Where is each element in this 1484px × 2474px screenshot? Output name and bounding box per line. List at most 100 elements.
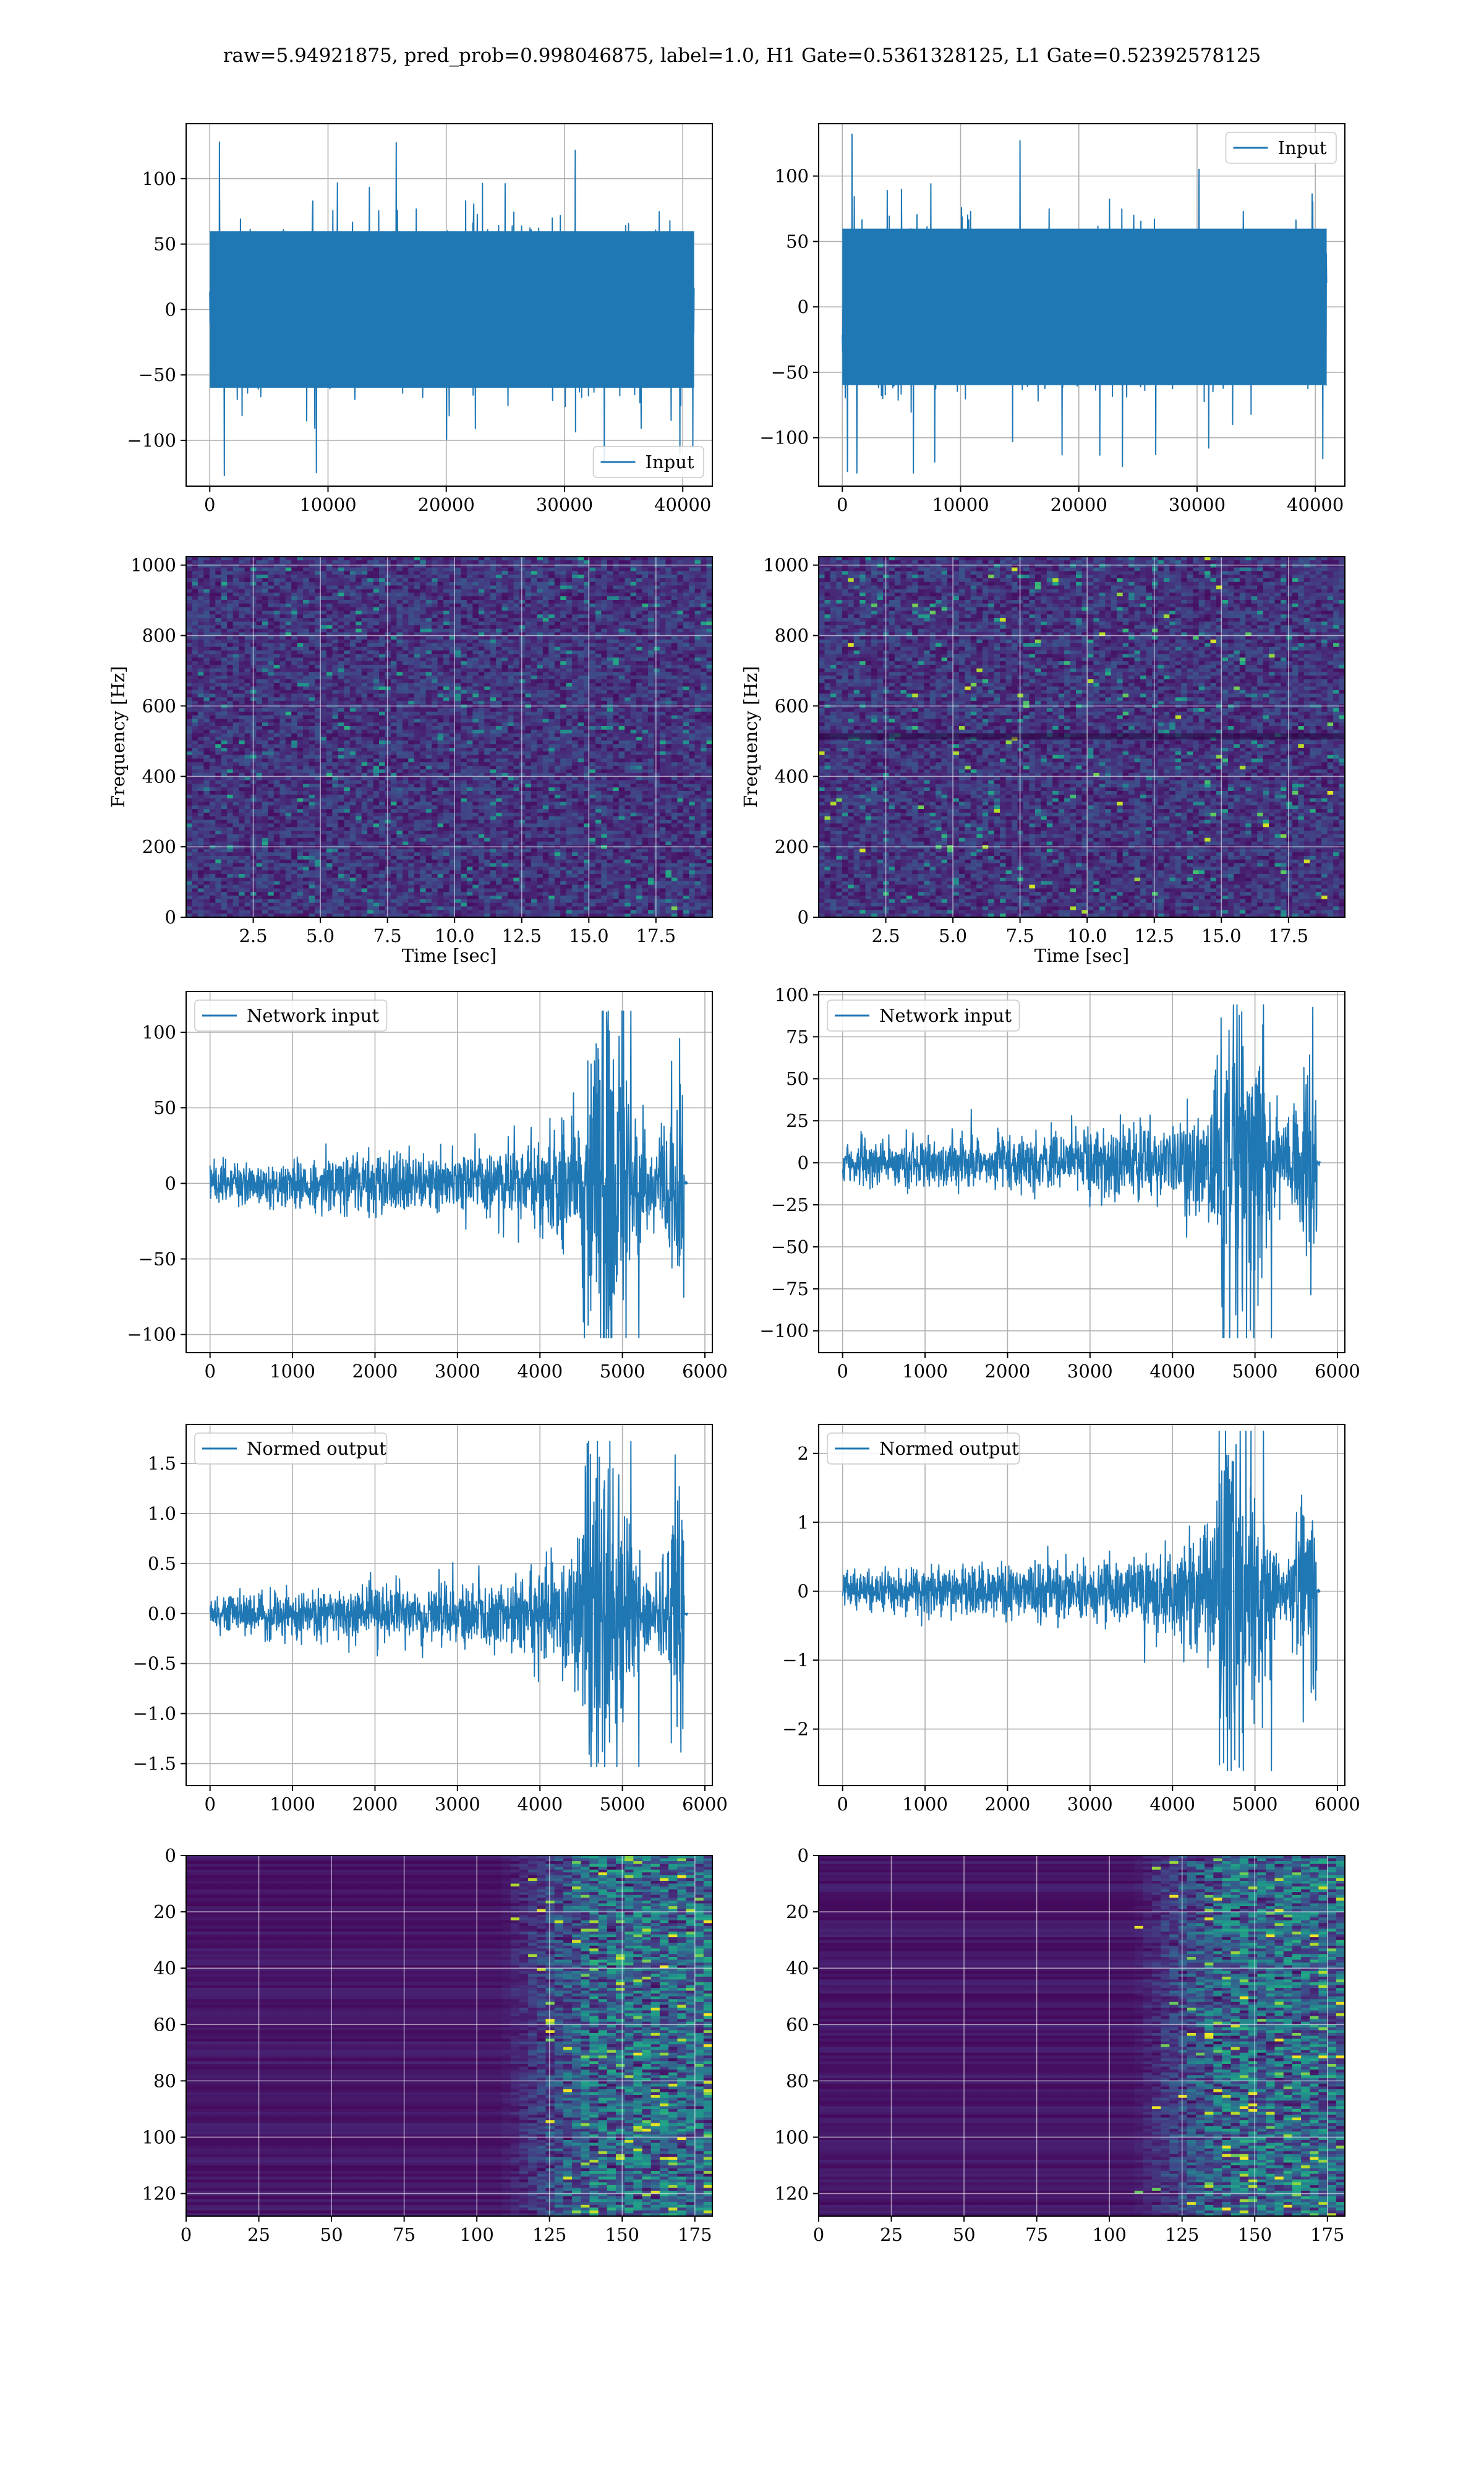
spectrogram-cell [244,581,251,586]
spectrogram-cell [239,726,245,730]
spectrogram-cell [466,567,473,571]
spectrogram-cell [618,722,625,727]
spectrogram-cell [373,683,380,687]
spectrogram-cell [291,675,298,680]
spectrogram-cell [256,679,263,683]
spectrogram-cell [613,610,620,615]
spectrogram-cell [227,748,234,752]
spectrogram-cell [642,650,649,654]
spectrogram-cell [519,575,526,579]
spectrogram-cell [268,618,275,622]
spectrogram-cell [636,578,643,583]
spectrogram-cell [262,693,268,698]
spectrogram-cell [297,567,304,571]
spectrogram-cell [501,575,508,579]
spectrogram-cell [390,621,397,626]
spectrogram-cell [303,632,310,636]
spectrogram-cell [244,571,251,575]
spectrogram-cell [490,557,497,561]
spectrogram-cell [601,596,608,601]
spectrogram-cell [607,646,613,651]
spectrogram-cell [554,567,561,571]
spectrogram-cell [203,636,210,640]
spectrogram-cell [706,726,713,730]
spectrogram-cell [677,715,684,719]
spectrogram-cell [548,690,555,695]
spectrogram-cell [244,589,251,593]
spectrogram-cell [618,600,625,604]
spectrogram-cell [244,567,251,571]
spectrogram-cell [689,636,696,640]
spectrogram-cell [701,729,707,734]
spectrogram-cell [677,664,684,669]
spectrogram-cell [689,711,696,716]
spectrogram-cell [595,610,602,615]
spectrogram-cell [694,646,701,651]
spectrogram-cell [315,646,322,651]
spectrogram-cell [525,643,532,648]
spectrogram-cell [589,715,596,719]
spectrogram-cell [554,585,561,589]
spectrogram-cell [232,744,239,748]
spectrogram-cell [589,600,596,604]
spectrogram-cell [671,722,678,727]
spectrogram-cell [560,693,567,698]
spectrogram-cell [268,668,275,673]
spectrogram-cell [326,643,333,648]
spectrogram-cell [385,719,391,723]
spectrogram-cell [531,675,537,680]
spectrogram-cell [659,686,666,691]
spectrogram-cell [548,575,555,579]
spectrogram-cell [309,726,315,730]
spectrogram-cell [221,636,228,640]
spectrogram-cell [531,628,537,633]
spectrogram-cell [525,578,532,583]
spectrogram-cell [572,654,579,658]
spectrogram-cell [595,740,602,745]
spectrogram-cell [689,632,696,636]
spectrogram-cell [490,571,497,575]
spectrogram-cell [349,715,356,719]
spectrogram-cell [285,600,292,604]
spectrogram-cell [279,733,286,738]
spectrogram-cell [227,578,234,583]
spectrogram-cell [607,686,613,691]
spectrogram-cell [525,560,532,565]
spectrogram-cell [584,719,591,723]
spectrogram-cell [443,697,450,701]
spectrogram-cell [613,733,620,738]
spectrogram-cell [554,708,561,713]
spectrogram-cell [361,701,368,705]
spectrogram-cell [291,654,298,658]
spectrogram-cell [537,719,544,723]
spectrogram-cell [665,693,672,698]
spectrogram-cell [578,701,584,705]
spectrogram-cell [297,737,304,741]
spectrogram-cell [701,603,707,608]
spectrogram-cell [425,618,432,622]
spectrogram-cell [654,679,660,683]
spectrogram-cell [508,675,514,680]
spectrogram-cell [472,628,479,633]
spectrogram-cell [390,581,397,586]
spectrogram-cell [694,636,701,640]
spectrogram-cell [344,740,351,745]
spectrogram-cell [560,646,567,651]
spectrogram-cell [466,744,473,748]
spectrogram-cell [273,711,280,716]
spectrogram-cell [291,733,298,738]
spectrogram-cell [560,600,567,604]
spectrogram-cell [659,628,666,633]
spectrogram-cell [665,628,672,633]
spectrogram-cell [396,686,403,691]
spectrogram-cell [625,557,631,561]
spectrogram-cell [349,729,356,734]
spectrogram-cell [701,567,707,571]
spectrogram-cell [209,650,216,654]
spectrogram-cell [665,711,672,716]
spectrogram-cell [379,646,386,651]
spectrogram-cell [443,744,450,748]
spectrogram-cell [186,640,193,644]
spectrogram-cell [490,664,497,669]
spectrogram-cell [542,600,549,604]
